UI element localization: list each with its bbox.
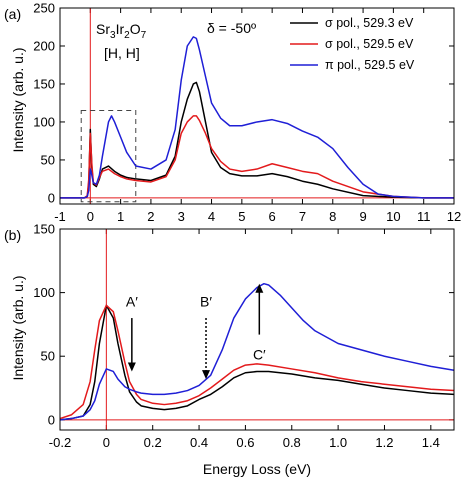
- ytick-label: 0: [48, 412, 55, 427]
- panel-b-label: (b): [4, 227, 21, 243]
- xtick-label: -1: [54, 209, 66, 224]
- series-line-1: [60, 81, 454, 199]
- xtick-label: -0.2: [49, 435, 71, 450]
- legend-entry-1: σ pol., 529.3 eV: [325, 16, 414, 30]
- xtick-label: 7: [299, 209, 306, 224]
- panel-b: (b) Intensity (arb. u.) -0.2 0 0.2 0.4 0.6 0.…: [4, 222, 455, 477]
- xtick-label: 0.4: [190, 435, 208, 450]
- annotation-arrow-head-2: [202, 370, 211, 380]
- ytick-label: 0: [48, 190, 55, 205]
- xtick-label: 0.2: [144, 435, 162, 450]
- xtick-label: 1.2: [375, 435, 393, 450]
- ytick-label: 200: [33, 38, 55, 53]
- xtick-label: 6: [269, 209, 276, 224]
- panel-b-ticks: -0.2 0 0.2 0.4 0.6 0.8 1.0 1.2 1.4 0 50 100 150: [33, 222, 454, 450]
- angle-label: δ = -50º: [207, 20, 256, 36]
- series-line-3: [60, 36, 454, 199]
- panel-a: (a) Intensity (arb. u.) -1 0 1 2 3 4 5 6 7 8 9 10 11…: [4, 1, 461, 225]
- direction-label: [H, H]: [104, 45, 140, 61]
- xtick-label: 8: [329, 209, 336, 224]
- panel-a-frame: [59, 7, 455, 205]
- ytick-label: 50: [41, 349, 55, 364]
- xtick-label: 2: [147, 209, 154, 224]
- sample-label: Sr3Ir2O7: [96, 21, 147, 41]
- ytick-label: 100: [33, 285, 55, 300]
- zoom-box: [80, 110, 137, 203]
- xtick-label: 10: [386, 209, 400, 224]
- xtick-label: 5: [238, 209, 245, 224]
- panel-a-series: [60, 36, 454, 199]
- xtick-label: 0.6: [236, 435, 254, 450]
- ytick-label: 150: [33, 76, 55, 91]
- panel-b-guides: [60, 229, 454, 430]
- xtick-label: 0: [103, 435, 110, 450]
- xtick-label: 11: [417, 209, 431, 224]
- xtick-label: 0: [87, 209, 94, 224]
- xtick-label: 4: [208, 209, 215, 224]
- series-line-2: [60, 115, 454, 199]
- annotation-arrow-head-3: [255, 283, 264, 293]
- xtick-label: 1: [117, 209, 124, 224]
- legend: σ pol., 529.3 eV σ pol., 529.5 eV π pol.…: [290, 16, 415, 72]
- series-line-1: [59, 304, 455, 421]
- ytick-label: 250: [33, 1, 55, 16]
- annotation-arrow-head-1: [127, 362, 136, 372]
- annotation-label-2: B′: [200, 293, 212, 309]
- ytick-label: 150: [33, 222, 55, 237]
- legend-entry-3: π pol., 529.5 eV: [325, 58, 415, 72]
- panel-a-label: (a): [4, 6, 21, 22]
- xtick-label: 9: [359, 209, 366, 224]
- xtick-label: 0.8: [283, 435, 301, 450]
- xtick-label: 3: [178, 209, 185, 224]
- panel-b-series: [59, 282, 455, 421]
- ytick-label: 100: [33, 114, 55, 129]
- legend-entry-2: σ pol., 529.5 eV: [325, 37, 414, 51]
- panel-b-xlabel: Energy Loss (eV): [203, 461, 311, 477]
- xtick-label: 12: [447, 209, 461, 224]
- series-line-3: [59, 282, 455, 421]
- panel-b-annotations: A′ B′ C′: [126, 283, 266, 380]
- panel-a-ylabel: Intensity (arb. u.): [10, 47, 26, 152]
- panel-b-frame: [59, 228, 455, 431]
- xtick-label: 1.0: [329, 435, 347, 450]
- series-line-2: [59, 304, 455, 420]
- ytick-label: 50: [41, 152, 55, 167]
- annotation-label-1: A′: [126, 293, 138, 309]
- annotation-label-3: C′: [253, 346, 266, 362]
- panel-b-ylabel: Intensity (arb. u.): [10, 275, 26, 380]
- xtick-label: 1.4: [422, 435, 440, 450]
